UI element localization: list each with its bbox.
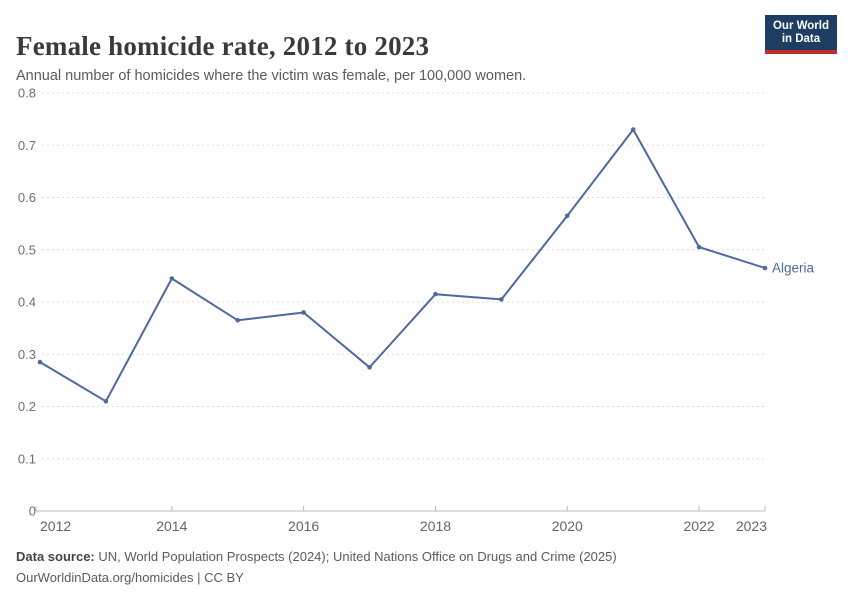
chart-footer: Data source: UN, World Population Prospe… <box>16 546 617 588</box>
data-point <box>367 365 372 370</box>
y-axis-tick-label: 0 <box>29 504 36 519</box>
data-point <box>235 317 241 323</box>
x-axis-tick-label: 2023 <box>736 518 767 534</box>
data-point <box>37 359 43 365</box>
chart-subtitle: Annual number of homicides where the vic… <box>16 67 527 84</box>
entity-label[interactable]: Algeria <box>772 261 815 276</box>
y-axis-tick-label: 0.4 <box>18 295 36 310</box>
owid-logo-line2: in Data <box>781 33 821 45</box>
y-axis-tick-label: 0.3 <box>18 347 36 362</box>
x-axis-tick-label: 2022 <box>684 518 715 534</box>
x-axis-tick-label: 2018 <box>420 518 451 534</box>
data-source-label: Data source: <box>16 549 95 564</box>
x-axis-tick-label: 2014 <box>156 518 187 534</box>
license-line[interactable]: OurWorldinData.org/homicides | CC BY <box>16 570 244 585</box>
x-axis-tick-label: 2020 <box>552 518 583 534</box>
y-axis-tick-label: 0.5 <box>18 242 36 257</box>
data-point <box>499 297 504 302</box>
data-point <box>696 244 702 250</box>
owid-logo[interactable]: Our World in Data <box>764 15 837 54</box>
data-point <box>103 398 109 404</box>
y-axis-tick-label: 0.1 <box>18 451 36 466</box>
y-axis-tick-label: 0.7 <box>18 138 36 153</box>
page-title: Female homicide rate, 2012 to 2023 <box>16 31 430 62</box>
y-axis-tick-label: 0.6 <box>18 190 36 205</box>
y-axis-tick-label: 0.8 <box>18 86 36 101</box>
data-point <box>564 213 570 219</box>
chart-svg: 0 0.1 0.2 0.3 0.4 0.5 0.6 0.7 0.8 2012 2014 2016 201… <box>18 86 815 535</box>
owid-logo-line1: Our World <box>772 20 829 32</box>
data-point <box>762 265 768 271</box>
x-axis-tick-label: 2016 <box>288 518 319 534</box>
data-point <box>433 291 438 297</box>
data-point <box>169 276 175 281</box>
data-source-line: Data source: UN, World Population Prospe… <box>16 546 617 567</box>
data-point <box>630 127 636 132</box>
series-line <box>39 128 766 403</box>
y-axis-tick-label: 0.2 <box>18 399 36 414</box>
data-source-text: UN, World Population Prospects (2024); U… <box>98 549 617 564</box>
x-axis-tick-label: 2012 <box>40 518 71 534</box>
data-point <box>301 310 306 315</box>
